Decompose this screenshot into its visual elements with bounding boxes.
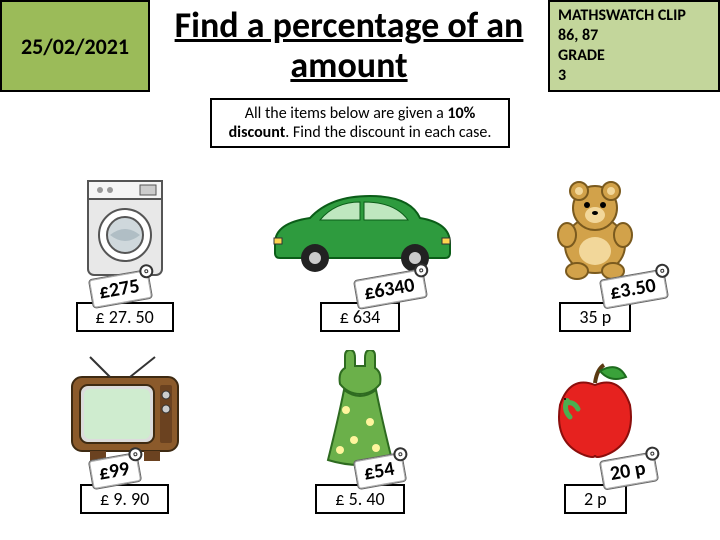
header: 25/02/2021 Find a percentage of an amoun… xyxy=(0,0,720,92)
date-box: 25/02/2021 xyxy=(0,0,150,92)
title: Find a percentage of an amount xyxy=(150,0,548,92)
price-text: £3.50 xyxy=(608,274,657,306)
answer-box: 35 p xyxy=(559,302,631,332)
item-dress: £54 £ 5. 40 xyxy=(245,338,474,514)
answer-box: 2 p xyxy=(564,484,627,514)
date-text: 25/02/2021 xyxy=(21,33,129,60)
meta-line1: MATHSWATCH CLIP xyxy=(558,6,710,26)
meta-box: MATHSWATCH CLIP 86, 87 GRADE 3 xyxy=(548,0,720,92)
price-text: £275 xyxy=(97,274,141,305)
item-apple: 20 p 2 p xyxy=(481,338,710,514)
instruction-post: . Find the discount in each case. xyxy=(285,123,491,142)
bear-icon xyxy=(481,156,710,300)
instruction-pre: All the items below are given a xyxy=(245,104,448,123)
answer-box: £ 27. 50 xyxy=(76,302,174,332)
meta-line2: 86, 87 xyxy=(558,26,710,46)
instruction-box: All the items below are given a 10% disc… xyxy=(210,98,510,148)
meta-line3: GRADE xyxy=(558,46,710,66)
price-text: £54 xyxy=(362,457,396,486)
item-washer: £275 £ 27. 50 xyxy=(10,156,239,332)
meta-line4: 3 xyxy=(558,66,710,86)
price-text: 20 p xyxy=(608,457,647,487)
price-text: £6340 xyxy=(363,273,417,305)
item-tv: £99 £ 9. 90 xyxy=(10,338,239,514)
item-bear: £3.50 35 p xyxy=(481,156,710,332)
items-grid: £275 £ 27. 50 £6340 £ 634 xyxy=(0,152,720,522)
apple-icon xyxy=(481,338,710,482)
item-car: £6340 £ 634 xyxy=(245,156,474,332)
price-text: £99 xyxy=(97,457,131,486)
